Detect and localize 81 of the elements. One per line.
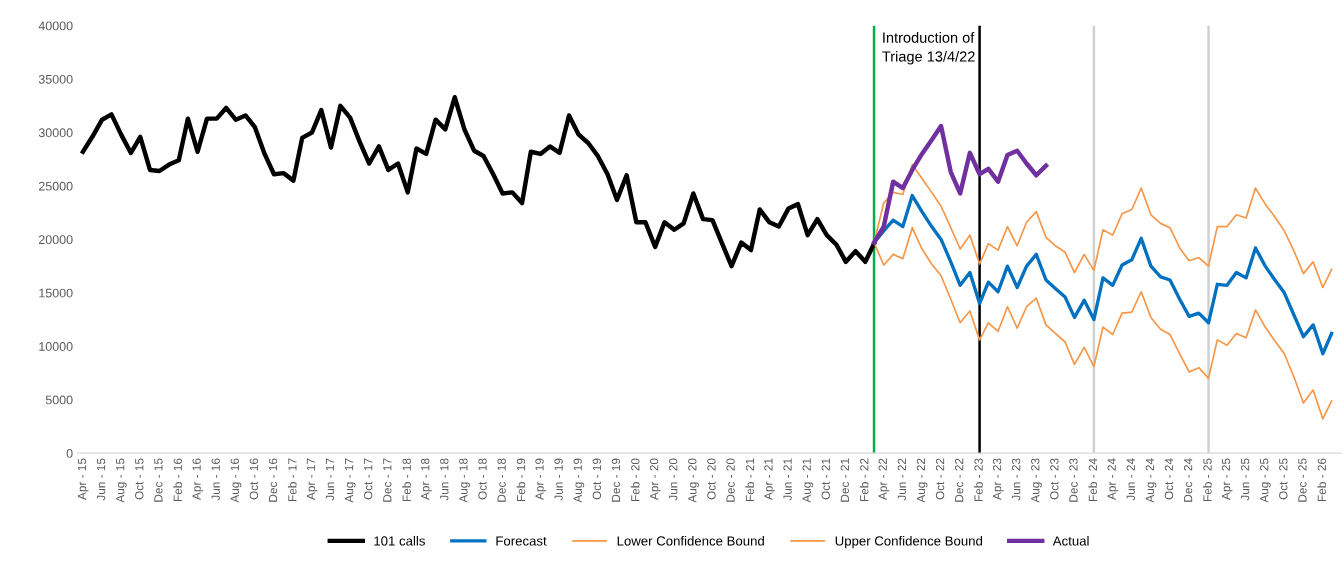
x-tick-label: Apr - 24 (1107, 458, 1119, 500)
x-tick-label: Feb - 17 (287, 458, 297, 501)
x-tick-label: Dec - 23 (1069, 458, 1078, 502)
x-tick-label: Oct - 17 (364, 458, 373, 500)
x-tick-label: Oct - 16 (249, 458, 259, 500)
x-tick-label: Apr - 21 (764, 458, 775, 500)
x-tick-label: Jun - 22 (897, 458, 907, 501)
x-tick-label: Oct - 15 (135, 458, 144, 500)
x-tick-label: Aug - 23 (1031, 458, 1042, 503)
x-tick-label: Jun - 18 (440, 458, 449, 501)
x-tick-label: Oct - 23 (1050, 458, 1059, 500)
x-tick-label: Feb - 19 (516, 458, 526, 501)
x-tick-label: Apr - 19 (535, 458, 547, 500)
x-tick-label: Feb - 22 (859, 458, 869, 501)
x-tick-label: Feb - 18 (402, 458, 411, 501)
x-tick-label: Jun - 17 (325, 458, 335, 501)
y-tick-label: 0 (66, 448, 73, 458)
y-tick-label: 20000 (38, 235, 73, 245)
x-tick-label: Dec - 19 (611, 458, 621, 502)
legend-label: 101 calls (374, 535, 425, 546)
x-tick-label: Feb - 26 (1317, 458, 1326, 501)
x-tick-label: Oct - 22 (935, 458, 945, 500)
x-tick-label: Apr - 18 (421, 458, 432, 500)
x-tick-label: Apr - 17 (306, 458, 318, 500)
x-tick-label: Aug - 16 (230, 458, 242, 503)
y-tick-label: 35000 (38, 74, 73, 84)
x-tick-label: Jun - 21 (783, 458, 792, 501)
legend-label: Upper Confidence Bound (835, 535, 983, 549)
y-tick-label: 25000 (38, 181, 73, 191)
x-tick-label: Aug - 22 (916, 458, 928, 503)
x-tick-label: Apr - 16 (192, 458, 204, 500)
x-tick-label: Aug - 25 (1260, 458, 1271, 503)
x-tick-label: Feb - 23 (974, 458, 983, 501)
x-tick-label: Aug - 18 (459, 458, 470, 503)
x-tick-label: Jun - 25 (1240, 458, 1250, 501)
x-tick-label: Oct - 25 (1279, 458, 1288, 500)
x-tick-label: Aug - 21 (802, 458, 814, 503)
y-tick-label: 40000 (38, 21, 73, 31)
x-tick-label: Dec - 18 (497, 458, 506, 502)
x-tick-label: Oct - 24 (1164, 458, 1174, 500)
x-tick-label: Oct - 20 (707, 458, 716, 500)
x-tick-label: Apr - 20 (649, 458, 661, 500)
x-tick-label: Feb - 20 (630, 458, 640, 501)
ref-line-label: Introduction of Triage 13/4/22 (882, 32, 975, 65)
x-tick-label: Feb - 21 (745, 458, 755, 501)
x-tick-label: Dec - 22 (954, 458, 964, 502)
x-tick-label: Dec - 21 (840, 458, 850, 502)
x-tick-label: Aug - 19 (573, 458, 585, 503)
y-tick-label: 10000 (39, 342, 73, 351)
y-tick-label: 30000 (38, 128, 73, 138)
x-tick-label: Oct - 21 (821, 458, 830, 500)
x-tick-label: Dec - 20 (726, 458, 735, 502)
x-tick-label: Jun - 16 (211, 458, 220, 501)
x-tick-label: Jun - 20 (669, 458, 678, 501)
x-tick-label: Feb - 16 (173, 458, 182, 501)
x-tick-label: Apr - 25 (1221, 458, 1233, 500)
x-tick-label: Apr - 15 (77, 458, 89, 500)
y-tick-label: 5000 (45, 395, 73, 405)
x-tick-label: Oct - 18 (478, 458, 487, 500)
x-tick-label: Dec - 15 (154, 458, 163, 502)
x-tick-label: Dec - 16 (268, 458, 278, 502)
x-tick-label: Aug - 17 (345, 458, 356, 503)
x-tick-label: Dec - 24 (1183, 458, 1193, 502)
x-tick-label: Aug - 24 (1145, 458, 1157, 503)
x-tick-label: Dec - 17 (383, 458, 392, 502)
legend-label: Lower Confidence Bound (617, 535, 764, 546)
x-tick-label: Apr - 23 (992, 458, 1004, 500)
x-tick-label: Dec - 25 (1298, 458, 1307, 502)
x-tick-label: Jun - 24 (1126, 458, 1135, 501)
x-tick-label: Apr - 22 (878, 458, 890, 500)
x-tick-label: Feb - 24 (1088, 458, 1098, 501)
x-tick-label: Aug - 20 (688, 458, 699, 503)
x-tick-label: Jun - 15 (97, 458, 106, 501)
x-tick-label: Oct - 19 (592, 458, 601, 500)
x-tick-label: Feb - 25 (1203, 458, 1212, 501)
x-tick-label: Jun - 19 (554, 458, 563, 501)
x-tick-label: Jun - 23 (1011, 458, 1021, 501)
legend-label: Forecast (496, 536, 547, 546)
x-tick-label: Aug - 15 (116, 458, 127, 503)
y-tick-label: 15000 (39, 288, 73, 298)
legend-label: Actual (1052, 535, 1089, 546)
